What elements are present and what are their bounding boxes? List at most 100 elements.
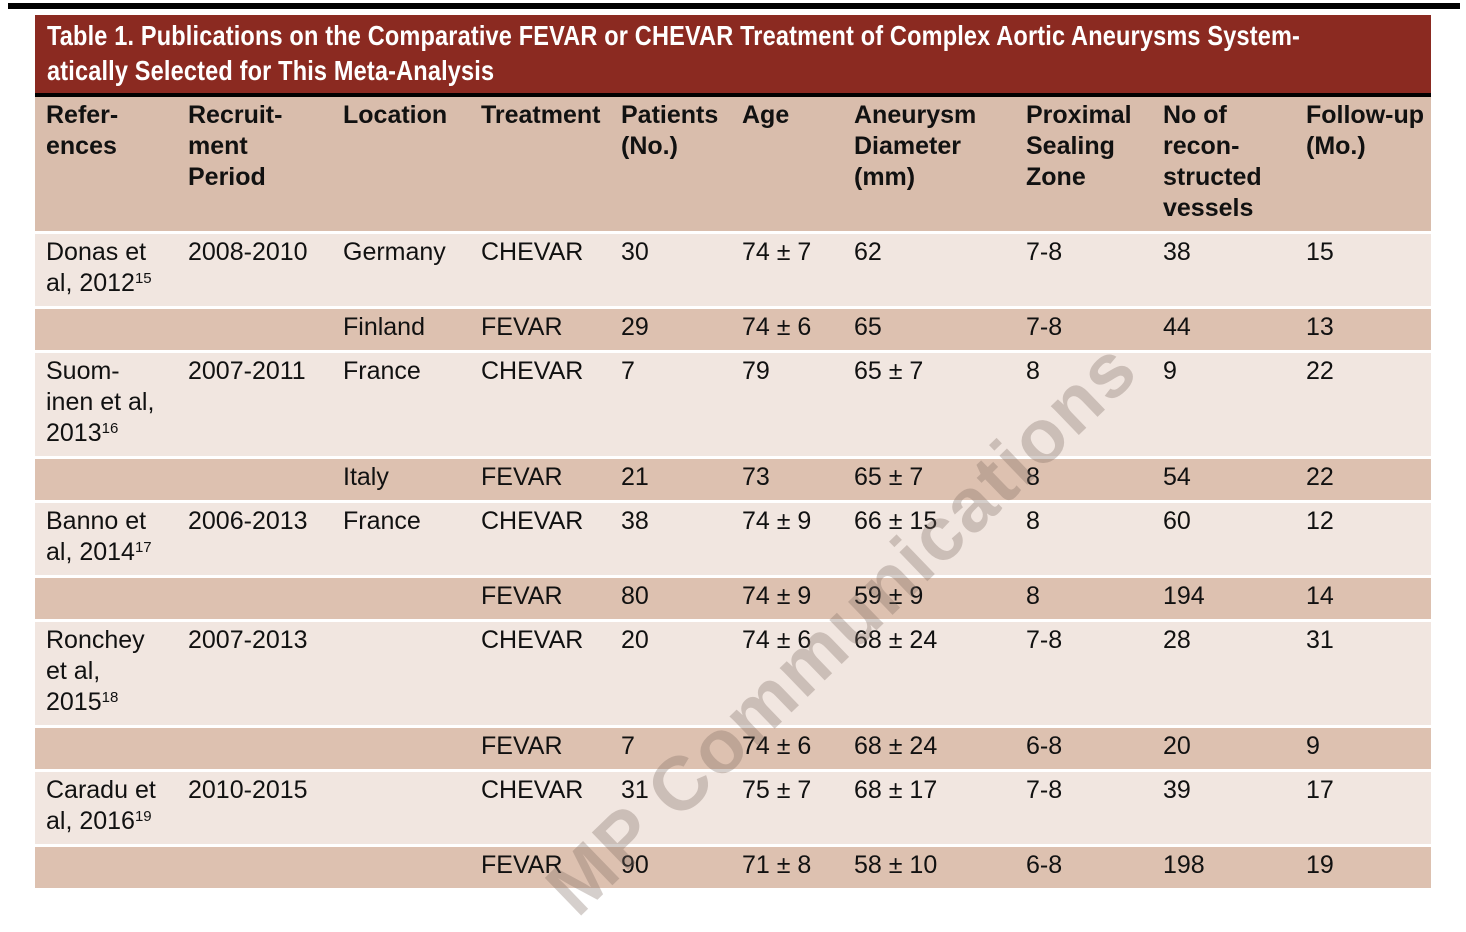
cell-zone: 7-8	[1015, 772, 1152, 847]
cell-treatment: FEVAR	[470, 578, 610, 622]
cell-treatment: CHEVAR	[470, 772, 610, 847]
cell-ref: Ronchey et al, 201518	[35, 622, 177, 728]
cell-patients: 29	[610, 309, 731, 353]
cell-diameter: 66 ± 15	[843, 503, 1015, 578]
cell-period	[177, 459, 332, 503]
cell-vessels: 9	[1152, 353, 1295, 459]
cell-followup: 22	[1295, 353, 1431, 459]
table-row: FEVAR 80 74 ± 9 59 ± 9 8 194 14	[35, 578, 1431, 622]
page: { "title": "Table 1. Publications on the…	[8, 3, 1460, 932]
cell-followup: 17	[1295, 772, 1431, 847]
cell-age: 75 ± 7	[731, 772, 843, 847]
cell-patients: 31	[610, 772, 731, 847]
cell-age: 74 ± 6	[731, 309, 843, 353]
cell-treatment: FEVAR	[470, 728, 610, 772]
cell-vessels: 38	[1152, 234, 1295, 309]
reference-text: Donas et al, 2012	[46, 238, 147, 297]
cell-vessels: 44	[1152, 309, 1295, 353]
data-table: Refer- ences Recruit- ment Period Location…	[35, 97, 1431, 891]
cell-age: 79	[731, 353, 843, 459]
reference-superscript: 19	[134, 808, 152, 825]
cell-age: 74 ± 9	[731, 503, 843, 578]
cell-age: 74 ± 6	[731, 622, 843, 728]
table-title: Table 1. Publications on the Comparative…	[47, 20, 1301, 86]
cell-vessels: 28	[1152, 622, 1295, 728]
cell-diameter: 65 ± 7	[843, 353, 1015, 459]
cell-followup: 12	[1295, 503, 1431, 578]
cell-diameter: 68 ± 24	[843, 622, 1015, 728]
cell-location	[332, 578, 470, 622]
cell-location	[332, 622, 470, 728]
table-row: Italy FEVAR 21 73 65 ± 7 8 54 22	[35, 459, 1431, 503]
column-header-zone: Proximal Sealing Zone	[1015, 97, 1152, 234]
cell-period	[177, 578, 332, 622]
cell-period	[177, 728, 332, 772]
cell-period: 2008-2010	[177, 234, 332, 309]
reference-superscript: 15	[134, 270, 152, 287]
header-row: Refer- ences Recruit- ment Period Location…	[35, 97, 1431, 234]
cell-diameter: 68 ± 24	[843, 728, 1015, 772]
cell-ref: Suom- inen et al, 201316	[35, 353, 177, 459]
cell-period: 2007-2013	[177, 622, 332, 728]
reference-superscript: 16	[101, 420, 119, 437]
cell-ref	[35, 459, 177, 503]
cell-ref: Donas et al, 201215	[35, 234, 177, 309]
cell-vessels: 54	[1152, 459, 1295, 503]
cell-zone: 8	[1015, 353, 1152, 459]
cell-location: Italy	[332, 459, 470, 503]
column-header-location: Location	[332, 97, 470, 234]
cell-treatment: CHEVAR	[470, 353, 610, 459]
table-row: Donas et al, 201215 2008-2010 Germany CHEVA…	[35, 234, 1431, 309]
cell-followup: 13	[1295, 309, 1431, 353]
cell-vessels: 60	[1152, 503, 1295, 578]
table-row: Ronchey et al, 201518 2007-2013 CHEVAR 20 74…	[35, 622, 1431, 728]
cell-location: Germany	[332, 234, 470, 309]
publication-table: Table 1. Publications on the Comparative…	[35, 15, 1431, 891]
cell-diameter: 65	[843, 309, 1015, 353]
column-header-diameter: Aneurysm Diameter (mm)	[843, 97, 1015, 234]
cell-zone: 7-8	[1015, 622, 1152, 728]
table-row: Suom- inen et al, 201316 2007-2011 France C…	[35, 353, 1431, 459]
cell-diameter: 68 ± 17	[843, 772, 1015, 847]
cell-diameter: 59 ± 9	[843, 578, 1015, 622]
cell-period: 2010-2015	[177, 772, 332, 847]
reference-text: Ronchey et al, 2015	[46, 626, 145, 716]
reference-text: Caradu et al, 2016	[46, 776, 156, 835]
reference-text: Suom- inen et al, 2013	[46, 357, 155, 447]
cell-zone: 8	[1015, 503, 1152, 578]
cell-age: 74 ± 6	[731, 728, 843, 772]
cell-followup: 31	[1295, 622, 1431, 728]
cell-patients: 80	[610, 578, 731, 622]
reference-superscript: 18	[101, 689, 119, 706]
cell-ref: Banno et al, 201417	[35, 503, 177, 578]
column-header-patients: Patients (No.)	[610, 97, 731, 234]
cell-zone: 8	[1015, 578, 1152, 622]
cell-diameter: 62	[843, 234, 1015, 309]
cell-age: 74 ± 7	[731, 234, 843, 309]
table-row: Finland FEVAR 29 74 ± 6 65 7-8 44 13	[35, 309, 1431, 353]
cell-vessels: 20	[1152, 728, 1295, 772]
cell-location: Finland	[332, 309, 470, 353]
cell-zone: 7-8	[1015, 234, 1152, 309]
column-header-followup: Follow-up (Mo.)	[1295, 97, 1431, 234]
cell-period: 2006-2013	[177, 503, 332, 578]
cell-patients: 30	[610, 234, 731, 309]
cell-location	[332, 728, 470, 772]
cell-location	[332, 772, 470, 847]
cell-treatment: CHEVAR	[470, 503, 610, 578]
cell-vessels: 194	[1152, 578, 1295, 622]
cell-patients: 38	[610, 503, 731, 578]
reference-superscript: 17	[134, 539, 152, 556]
table-row: FEVAR 7 74 ± 6 68 ± 24 6-8 20 9	[35, 728, 1431, 772]
column-header-ref: Refer- ences	[35, 97, 177, 234]
cell-zone: 7-8	[1015, 309, 1152, 353]
cell-followup: 15	[1295, 234, 1431, 309]
cell-ref	[35, 578, 177, 622]
cell-zone: 6-8	[1015, 728, 1152, 772]
cell-followup: 9	[1295, 728, 1431, 772]
cell-diameter: 65 ± 7	[843, 459, 1015, 503]
cell-zone: 8	[1015, 459, 1152, 503]
cell-patients: 21	[610, 459, 731, 503]
column-header-treatment: Treatment	[470, 97, 610, 234]
cell-period	[177, 309, 332, 353]
